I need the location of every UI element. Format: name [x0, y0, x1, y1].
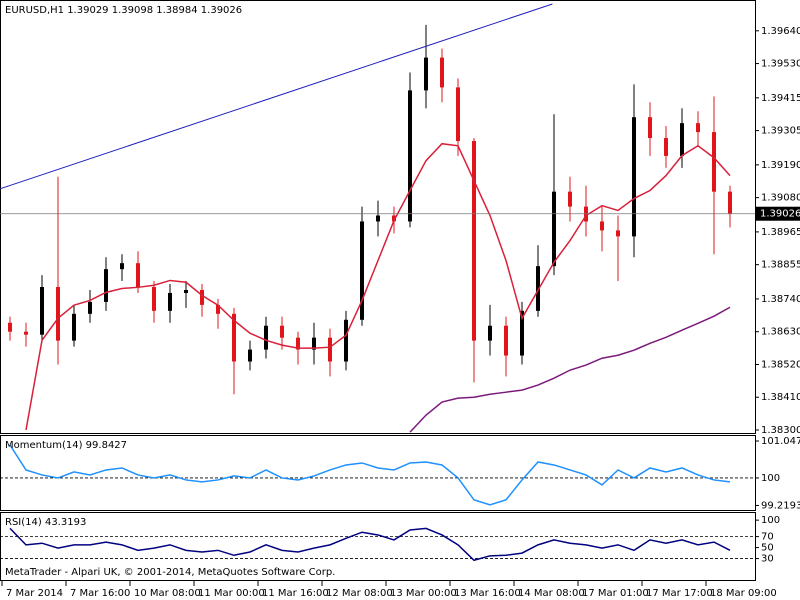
candle-body: [712, 132, 716, 192]
candle-body: [136, 263, 140, 288]
candle-body: [440, 57, 444, 88]
panel-title: Momentum(14) 99.8427: [5, 440, 127, 451]
current-price-label: 1.39026: [760, 209, 800, 220]
candle-body: [56, 287, 60, 341]
candle-body: [296, 337, 300, 350]
candle-body: [424, 57, 428, 91]
rsi-panel: [0, 512, 756, 581]
candle-body: [536, 266, 540, 311]
candle-body: [648, 117, 652, 139]
x-tick-label: 11 Mar 00:00: [198, 588, 265, 599]
candle-body: [216, 304, 220, 314]
y-tick-label: 1.39640: [761, 26, 800, 37]
y-tick-label: 1.39080: [761, 193, 800, 204]
candle-body: [40, 287, 44, 335]
candle-body: [376, 215, 380, 222]
x-tick-label: 18 Mar 09:00: [710, 588, 777, 599]
x-tick-label: 14 Mar 08:00: [518, 588, 585, 599]
y-tick-label: 1.38520: [761, 359, 800, 370]
candle-body: [520, 310, 524, 356]
y-tick-label: 1.38630: [761, 327, 800, 338]
candle-body: [728, 191, 732, 214]
indicator-line: [9, 444, 731, 506]
panel-title: EURUSD,H1 1.39029 1.39098 1.38984 1.3902…: [5, 5, 242, 16]
candle-body: [184, 289, 188, 293]
candle-body: [664, 138, 668, 156]
y-tick-label: 1.38965: [761, 227, 800, 238]
x-tick-label: 13 Mar 16:00: [454, 588, 521, 599]
current-price-box: [755, 206, 800, 221]
candle-body: [488, 325, 492, 341]
candle-body: [120, 263, 124, 270]
candle-body: [104, 269, 108, 302]
candle-body: [456, 87, 460, 142]
y-tick-label: 100: [761, 473, 780, 484]
x-tick-label: 12 Mar 08:00: [326, 588, 393, 599]
x-tick-label: 7 Mar 16:00: [70, 588, 130, 599]
candle-body: [392, 215, 396, 222]
y-tick-label: 1.39530: [761, 59, 800, 70]
candle-body: [696, 123, 700, 133]
candle-body: [152, 287, 156, 311]
x-tick-label: 11 Mar 16:00: [262, 588, 329, 599]
y-tick-label: 1.39305: [761, 126, 800, 137]
candle-body: [632, 117, 636, 237]
candle-body: [168, 292, 172, 311]
candle-body: [616, 230, 620, 237]
x-tick-label: 13 Mar 00:00: [390, 588, 457, 599]
candle-body: [280, 325, 284, 338]
candle-body: [472, 141, 476, 341]
candle-body: [232, 313, 236, 362]
y-tick-label: 101.0476: [761, 436, 800, 447]
x-tick-label: 7 Mar 2014: [6, 588, 63, 599]
candle-body: [328, 337, 332, 362]
y-tick-label: 1.38300: [761, 425, 800, 436]
candle-body: [200, 289, 204, 305]
y-tick-label: 99.2193: [761, 500, 800, 511]
candle-body: [408, 90, 412, 222]
footer: MetaTrader - Alpari UK, © 2001-2014, Met…: [5, 567, 335, 578]
candle-body: [24, 331, 28, 335]
indicator-line: [9, 527, 731, 562]
x-tick-label: 17 Mar 01:00: [582, 588, 649, 599]
y-tick-label: 30: [761, 554, 774, 565]
candle-body: [88, 301, 92, 314]
candle-body: [248, 349, 252, 362]
x-tick-label: 10 Mar 08:00: [134, 588, 201, 599]
momentum-panel: [0, 435, 756, 511]
candle-body: [504, 325, 508, 356]
y-tick-label: 1.39415: [761, 93, 800, 104]
y-tick-label: 1.38855: [761, 260, 800, 271]
y-tick-label: 1.38410: [761, 392, 800, 403]
candle-body: [344, 319, 348, 362]
candle-body: [72, 313, 76, 341]
candle-body: [360, 221, 364, 320]
x-tick-label: 17 Mar 17:00: [646, 588, 713, 599]
y-tick-label: 100: [761, 515, 780, 526]
candle-body: [568, 191, 572, 207]
y-tick-label: 70: [761, 532, 774, 543]
moving-average: [25, 142, 731, 431]
trendline: [0, 3, 553, 190]
y-tick-label: 1.38740: [761, 294, 800, 305]
candle-body: [264, 325, 268, 350]
candle-body: [680, 123, 684, 156]
candle-body: [552, 191, 556, 267]
candle-body: [8, 322, 12, 332]
moving-average: [409, 306, 731, 433]
candle-body: [312, 337, 316, 350]
y-tick-label: 50: [761, 543, 774, 554]
y-tick-label: 1.39190: [761, 160, 800, 171]
candle-body: [600, 221, 604, 231]
panel-title: RSI(14) 43.3193: [5, 517, 86, 528]
